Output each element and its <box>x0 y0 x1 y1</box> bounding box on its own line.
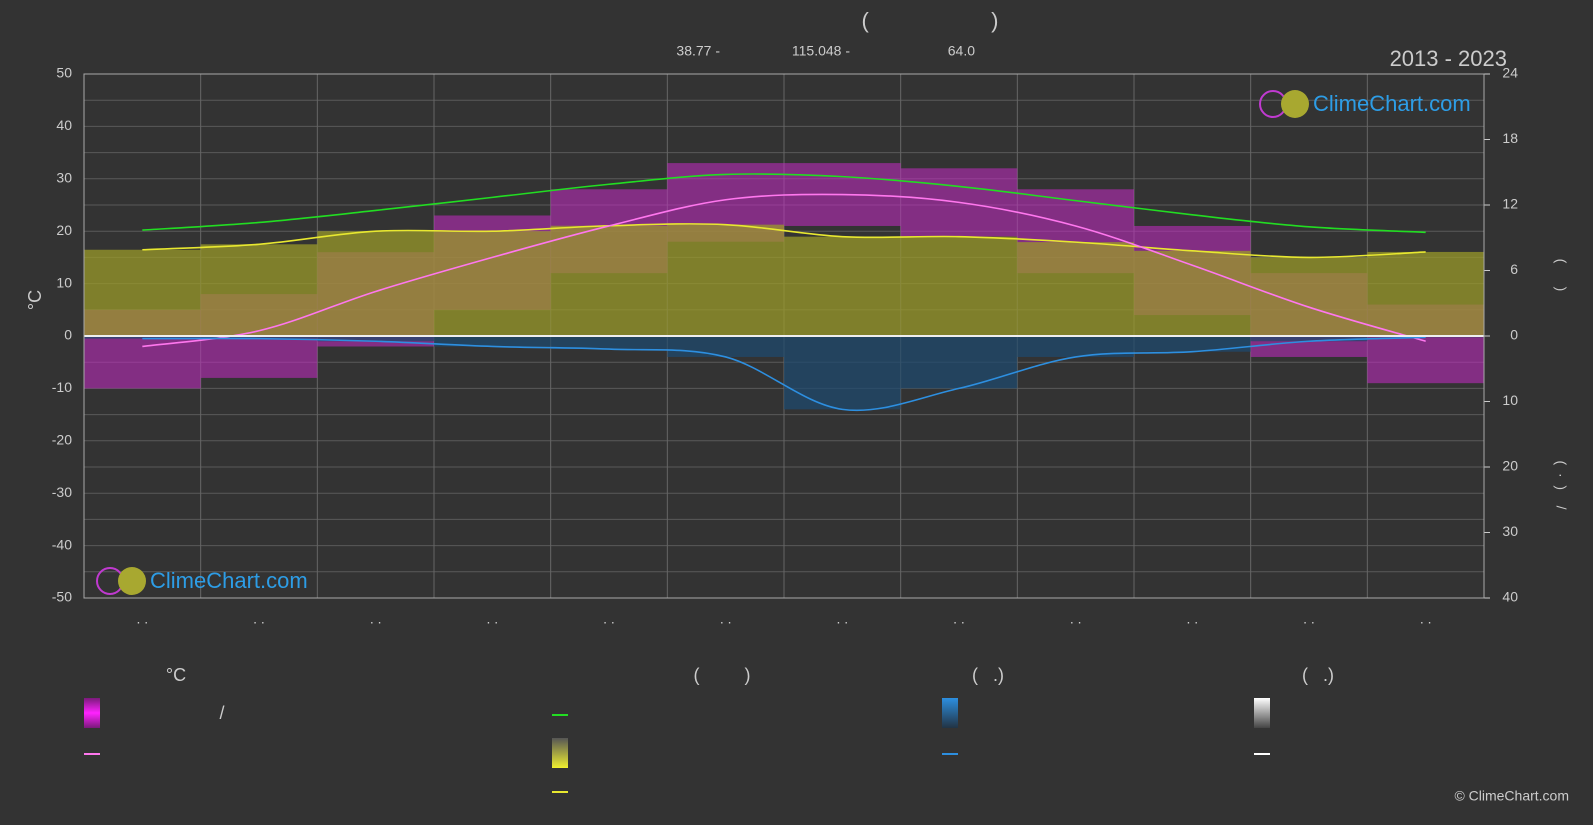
y-tick-label: 30 <box>56 170 72 186</box>
series-line <box>142 193 1426 348</box>
area-bar <box>1134 336 1251 352</box>
y2-tick-label: 0 <box>1510 327 1518 343</box>
legend-swatch <box>552 738 568 768</box>
area-bar <box>434 336 551 347</box>
x-tick-label: . . <box>253 611 265 627</box>
y2-tick-label: 6 <box>1510 261 1518 277</box>
plot: -50 -40 -30 -20 -10 0 10 20 30 40 50 0 6 12 18 24 10 20 30… <box>52 65 1518 627</box>
legend-header: ( ) <box>694 665 751 685</box>
y3-tick-label: 30 <box>1502 523 1518 539</box>
copyright: © ClimeChart.com <box>1454 788 1569 804</box>
plot-frame <box>83 73 1485 599</box>
x-tick-label: . . <box>720 611 732 627</box>
latitude: 38.77 - <box>676 43 720 59</box>
series-line <box>142 223 1426 259</box>
y-tick-label: -20 <box>52 432 72 448</box>
y2-tick-label: 12 <box>1502 196 1518 212</box>
period: 2013 - 2023 <box>1390 46 1507 71</box>
y3-tick-label: 40 <box>1502 589 1518 605</box>
area-bar <box>200 244 318 336</box>
legend-header: °C <box>166 665 186 685</box>
legend-swatch <box>84 698 100 728</box>
y2-tick-label: 18 <box>1502 130 1518 146</box>
watermark: ClimeChart.com <box>150 568 308 593</box>
area-bar <box>200 336 318 339</box>
x-tick-label: . . <box>486 611 498 627</box>
legend-header: ( .) <box>1302 665 1334 685</box>
x-tick-label: . . <box>1420 611 1432 627</box>
area-bar <box>317 231 434 336</box>
area-bar <box>1250 257 1368 336</box>
x-tick-label: . . <box>836 611 848 627</box>
legend-swatch <box>1254 698 1270 728</box>
y3-tick-label: 20 <box>1502 458 1518 474</box>
x-tick-label: . . <box>370 611 382 627</box>
y-tick-label: -10 <box>52 379 72 395</box>
y-tick-label: 20 <box>56 222 72 238</box>
x-tick-label: . . <box>603 611 615 627</box>
x-tick-label: . . <box>1303 611 1315 627</box>
area-bar <box>667 224 784 336</box>
y-tick-label: 0 <box>64 327 72 343</box>
y3-axis-label: ( · ) / <box>1553 461 1569 510</box>
area-bar <box>784 236 901 336</box>
area-bar <box>784 336 901 410</box>
x-tick-label: . . <box>1070 611 1082 627</box>
legend-header: ( .) <box>972 665 1004 685</box>
logo-sun <box>118 567 146 595</box>
area-bar <box>434 231 551 336</box>
area-bar <box>900 236 1018 336</box>
area-bar <box>1367 251 1484 336</box>
series-line <box>142 336 1426 412</box>
logo-bottom: ClimeChart.com <box>96 567 308 595</box>
elevation: 64.0 <box>948 43 975 59</box>
area-bar <box>1017 336 1134 357</box>
watermark: ClimeChart.com <box>1313 91 1471 116</box>
area-bar <box>1250 336 1368 342</box>
longitude: 115.048 - <box>792 43 850 59</box>
area-bar <box>84 336 201 339</box>
y-tick-label: 50 <box>56 65 72 81</box>
x-tick-label: . . <box>1186 611 1198 627</box>
y3-tick-label: 10 <box>1502 392 1518 408</box>
area-bar <box>84 249 201 336</box>
y-tick-label: -40 <box>52 536 72 552</box>
logo-sun <box>1281 90 1309 118</box>
x-tick-label: . . <box>953 611 965 627</box>
y2-axis-label: ( ) <box>1553 259 1569 292</box>
area-bar <box>550 225 668 336</box>
y-tick-label: -50 <box>52 589 72 605</box>
y2-tick-label: 24 <box>1502 65 1518 81</box>
area-bar <box>550 336 668 350</box>
legend-text: / <box>219 703 224 723</box>
area-bar <box>900 336 1018 389</box>
legend-swatch <box>942 698 958 728</box>
area-bar <box>1017 242 1134 336</box>
logo-top: ClimeChart.com <box>1259 90 1471 118</box>
area-bar <box>317 336 434 342</box>
area-bar <box>667 336 784 357</box>
y-tick-label: -30 <box>52 484 72 500</box>
y-tick-label: 10 <box>56 274 72 290</box>
y-axis-label: °C <box>25 290 45 310</box>
area-bar <box>1134 250 1251 336</box>
chart-title: ( ) <box>862 8 999 33</box>
series-line <box>142 173 1426 234</box>
y-tick-label: 40 <box>56 117 72 133</box>
x-tick-label: . . <box>136 611 148 627</box>
